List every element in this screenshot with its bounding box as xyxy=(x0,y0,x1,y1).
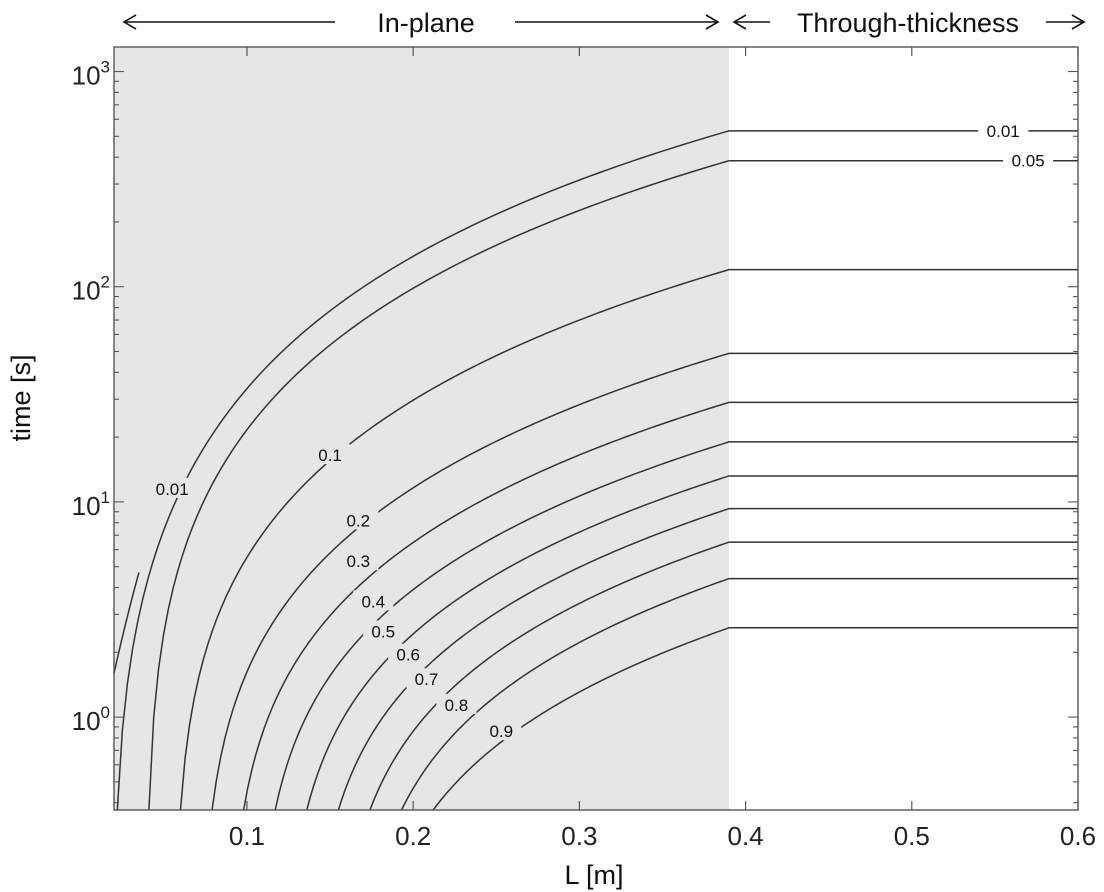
contour-line-0.6 xyxy=(337,507,1078,811)
contour-label-bg-0.6 xyxy=(388,643,429,664)
y-tick-label-1e3: 103 xyxy=(72,58,110,91)
y-tick-label-1e1: 101 xyxy=(72,488,110,521)
region-header: In-plane Through-thickness xyxy=(122,8,1086,38)
contour-label-0.6: 0.6 xyxy=(396,646,420,665)
x-tick-label-0.2: 0.2 xyxy=(395,821,431,851)
contour-label-bg-0.5 xyxy=(363,620,404,641)
contour-label-0.5: 0.5 xyxy=(371,622,395,641)
contour-line-0.05 xyxy=(148,159,1078,811)
in-plane-label: In-plane xyxy=(377,8,475,38)
axis-ticks xyxy=(114,47,1079,810)
contour-line-0.2 xyxy=(211,352,1078,811)
contour-line-0.8 xyxy=(400,577,1078,811)
plot-area: 0.01 0.01 0.05 0.1 0.2 0.3 0.4 0.50.6 0.7 0.8 0.9 xyxy=(113,46,1079,811)
contour-line-0.5 xyxy=(306,475,1078,811)
contour-line-0.4 xyxy=(274,441,1078,811)
contour-label-0.9: 0.9 xyxy=(489,722,513,741)
in-plane-arrow-right-head xyxy=(705,14,720,30)
x-tick-label-0.6: 0.6 xyxy=(1060,821,1096,851)
contour-line-0.3 xyxy=(242,401,1078,811)
contour-label-0.1: 0.1 xyxy=(318,446,342,465)
contour-label-0.01: 0.01 xyxy=(987,122,1020,141)
contour-line-0.9 xyxy=(432,627,1078,811)
contour-label-bg-0.1 xyxy=(310,444,351,465)
contour-line-0.01 xyxy=(116,130,1078,811)
contour-label-bg-0.01 xyxy=(147,477,198,498)
plot-frame xyxy=(113,46,1079,811)
x-axis-title: L [m] xyxy=(564,860,623,890)
in-plane-shaded-region xyxy=(114,47,729,810)
through-thickness-arrow-left-head xyxy=(732,14,747,30)
through-thickness-arrow-right-head xyxy=(1071,14,1086,30)
x-tick-labels: 0.1 0.2 0.3 0.4 0.5 0.6 xyxy=(229,821,1096,851)
contour-label-0.2: 0.2 xyxy=(347,511,371,530)
y-tick-label-1e2: 102 xyxy=(72,273,110,306)
in-plane-arrow-left-head xyxy=(122,14,137,30)
contour-lines xyxy=(113,130,1078,811)
contour-line-0.1 xyxy=(179,268,1078,811)
y-tick-labels: 100 101 102 103 xyxy=(72,58,110,737)
contour-label-bg-0.4 xyxy=(353,590,394,611)
contour-label-0.01: 0.01 xyxy=(156,480,189,499)
contour-label-bg-0.01 xyxy=(978,119,1029,140)
contour-line-0.01-near xyxy=(113,572,140,674)
contour-label-0.8: 0.8 xyxy=(445,696,469,715)
y-tick-label-1e0: 100 xyxy=(72,703,110,736)
contour-label-bg-0.2 xyxy=(338,509,379,530)
contour-label-0.3: 0.3 xyxy=(347,552,371,571)
contour-label-0.05: 0.05 xyxy=(1012,152,1045,171)
contour-line-0.7 xyxy=(369,541,1078,811)
y-axis-title: time [s] xyxy=(6,354,36,441)
contour-label-0.4: 0.4 xyxy=(361,592,385,611)
x-tick-label-0.3: 0.3 xyxy=(561,821,597,851)
x-tick-label-0.4: 0.4 xyxy=(728,821,764,851)
contour-label-bg-0.3 xyxy=(338,550,379,571)
contour-label-bg-0.9 xyxy=(481,720,522,741)
contour-label-bg-0.8 xyxy=(436,693,477,714)
contour-label-0.7: 0.7 xyxy=(415,670,439,689)
contour-label-bg-0.05 xyxy=(1003,149,1054,170)
x-tick-label-0.1: 0.1 xyxy=(229,821,265,851)
through-thickness-label: Through-thickness xyxy=(797,8,1019,38)
x-tick-label-0.5: 0.5 xyxy=(894,821,930,851)
contour-labels: 0.01 0.01 0.05 0.1 0.2 0.3 0.4 0.50.6 0.7 0.8 0.9 xyxy=(147,119,1054,741)
contour-label-bg-0.7 xyxy=(406,668,447,689)
